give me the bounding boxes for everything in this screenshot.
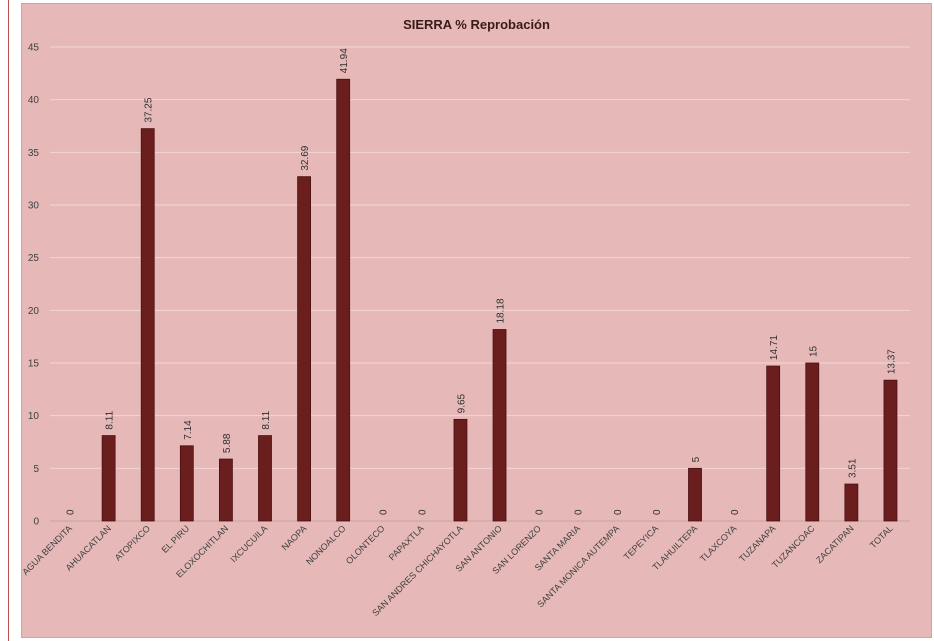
data-label: 0 [66,509,77,515]
x-tick-label: SANTA MONICA AUTEMPA [535,523,621,609]
bar [101,435,116,522]
data-label: 32.69 [300,145,311,170]
bar [336,78,351,522]
data-label: 0 [652,509,663,515]
x-tick-label: IXCUCUILA [228,523,269,564]
data-label: 7.14 [183,420,194,440]
y-tick-label: 5 [33,464,39,475]
bar [805,362,820,522]
data-label: 0 [613,509,624,515]
data-label: 5 [691,456,702,462]
bar [766,365,781,522]
data-label: 0 [535,509,546,515]
data-label: 9.65 [456,393,467,413]
x-tick-label: NAOPA [280,523,309,552]
y-tick-label: 40 [28,95,40,106]
x-tick-label: ZACATIPAN [814,523,856,565]
left-rule [8,0,9,641]
y-tick-label: 15 [28,359,40,370]
bar [492,329,507,522]
chart-title: SIERRA % Reprobación [403,17,550,32]
bar [688,467,702,522]
y-tick-label: 45 [28,43,40,54]
bar [258,435,272,522]
x-tick-label: NONOALCO [304,523,347,566]
bar [297,176,311,522]
x-tick-label: OLONTECO [344,523,387,566]
chart-area: SIERRA % Reprobación 0 5 10 15 20 25 30 35 40 45 0… [21,3,932,638]
x-tick-label: ATOPIXCO [113,523,152,562]
y-tick-label: 35 [28,148,40,159]
x-tick-label: PAPAXTLA [387,523,426,562]
bar [453,418,468,522]
data-label: 0 [417,509,428,515]
bar [179,445,194,522]
data-label: 0 [574,509,585,515]
data-label: 0 [378,509,389,515]
bar [219,458,233,522]
x-tick-label: TOTAL [868,523,895,550]
x-tick-label: TEPEYICA [622,523,661,562]
y-tick-label: 10 [28,411,40,422]
data-label: 8.11 [105,410,116,429]
x-tick-label: EL PIRU [160,523,192,555]
data-label: 37.25 [144,97,155,122]
y-tick-label: 0 [33,517,39,528]
y-tick-label: 20 [28,306,40,317]
y-tick-label: 25 [28,253,40,264]
data-label: 14.71 [769,335,780,360]
data-label: 13.37 [886,349,897,374]
data-label: 3.51 [847,458,858,478]
bar [140,128,155,522]
x-tick-label: TUZANAPA [737,523,778,564]
bar [844,483,859,522]
bar [883,379,898,522]
data-label: 0 [730,509,741,515]
data-label: 5.88 [222,433,233,453]
data-label: 18.18 [496,298,507,323]
x-tick-label: TLAXCOYA [698,523,739,564]
data-label: 41.94 [339,48,350,73]
y-tick-label: 30 [28,201,40,212]
data-label: 8.11 [261,410,272,429]
data-label: 15 [808,345,819,357]
